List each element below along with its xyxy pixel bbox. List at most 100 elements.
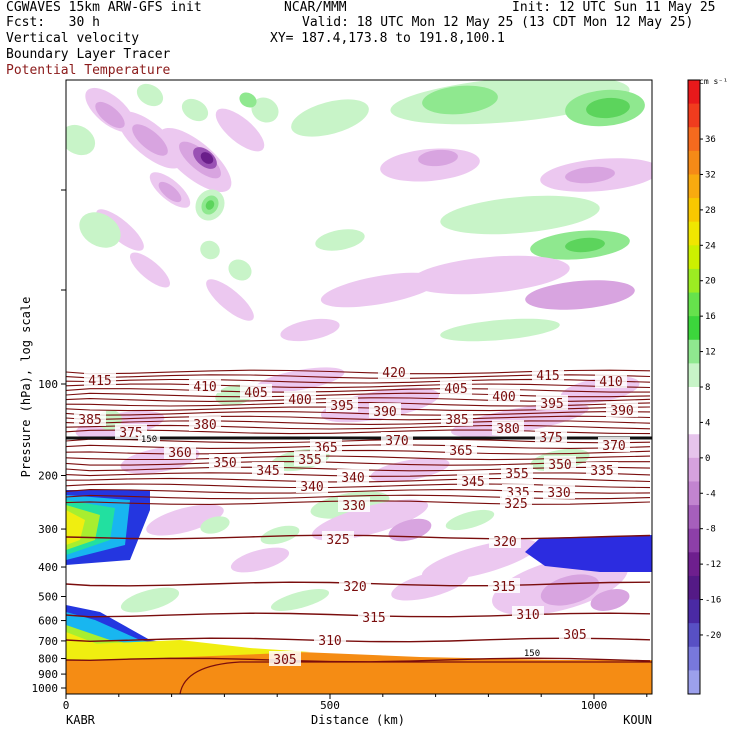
theta-label-bg <box>337 469 369 484</box>
colorbar-tick-label: 20 <box>705 277 716 287</box>
init-time: Init: 12 UTC Sun 11 May 25 <box>512 0 716 15</box>
theta-label-bg <box>512 606 544 621</box>
negative-w-region <box>311 499 429 541</box>
theta-label: 370 <box>385 434 408 449</box>
positive-w-region <box>200 516 230 534</box>
theta-label-bg <box>294 451 326 466</box>
theta-label-bg <box>240 384 272 399</box>
theta-label-bg <box>310 439 342 454</box>
theta-label: 310 <box>318 634 341 649</box>
colorbar-swatch <box>688 339 700 364</box>
theta-label-bg <box>500 495 532 510</box>
theta-label-bg <box>296 478 328 493</box>
theta-label: 315 <box>492 580 515 595</box>
negative-w-region <box>215 108 265 152</box>
theta-label: 400 <box>492 390 515 405</box>
theta-label-bg <box>440 380 472 395</box>
colorbar-swatch <box>688 670 700 695</box>
theta-label: 420 <box>382 366 405 381</box>
colorbar-tick-label: -16 <box>705 596 721 606</box>
positive-w-region <box>205 200 215 210</box>
theta-label: 350 <box>548 458 571 473</box>
colorbar-swatch <box>688 575 700 601</box>
x-tick-label: 500 <box>320 699 340 712</box>
y-tick-label: 300 <box>38 523 58 536</box>
positive-w-region <box>440 195 600 235</box>
positive-w-region <box>228 259 252 281</box>
y-tick-label: 400 <box>38 561 58 574</box>
theta-contour <box>66 383 651 389</box>
colorbar-swatch <box>688 363 700 388</box>
theta-contour <box>66 637 651 643</box>
theta-contour <box>66 420 651 425</box>
boundary-layer <box>66 660 652 694</box>
positive-w-region <box>565 237 605 253</box>
left-endpoint-label: KABR <box>66 713 96 727</box>
theta-label: 310 <box>516 608 539 623</box>
theta-label-bg <box>314 632 346 647</box>
theta-label-bg <box>381 432 413 447</box>
colorbar-swatch <box>688 221 700 246</box>
y-tick-label: 200 <box>38 470 58 483</box>
theta-label-bg <box>521 647 543 657</box>
theta-label-bg <box>606 402 638 417</box>
colorbar-tick-label: 16 <box>705 312 716 322</box>
theta-label-bg <box>489 533 521 548</box>
negative-w-region <box>280 318 340 342</box>
colorbar-swatch <box>688 599 700 624</box>
theta-label-bg <box>326 397 358 412</box>
theta-label: 345 <box>256 464 279 479</box>
theta-label: 150 <box>141 435 157 445</box>
theta-label: 410 <box>599 375 622 390</box>
xy-endpoints: XY= 187.4,173.8 to 191.8,100.1 <box>270 31 505 46</box>
theta-label-bg <box>339 578 371 593</box>
field-boundary-layer-tracer: Boundary Layer Tracer <box>6 47 171 62</box>
positive-w-region <box>291 99 369 137</box>
negative-w-region <box>206 279 254 321</box>
theta-contour <box>66 449 651 455</box>
negative-w-region <box>565 166 615 184</box>
theta-label-bg <box>544 456 576 471</box>
theta-label-bg <box>488 388 520 403</box>
y-tick-label: 600 <box>38 615 58 628</box>
positive-w-region <box>136 83 164 107</box>
y-tick-label: 700 <box>38 635 58 648</box>
colorbar-tick-label: -12 <box>705 560 721 570</box>
colorbar-swatch <box>688 174 700 199</box>
colorbar-tick-label: 0 <box>705 454 710 464</box>
colorbar-swatch <box>688 457 700 482</box>
y-tick-label: 500 <box>38 590 58 603</box>
theta-label: 365 <box>449 444 472 459</box>
negative-w-region <box>146 504 224 536</box>
positive-w-region <box>66 124 96 156</box>
theta-label: 325 <box>326 533 349 548</box>
theta-contour <box>66 415 651 421</box>
colorbar-tick-label: 28 <box>705 206 716 216</box>
theta-label-bg <box>358 609 390 624</box>
theta-label: 315 <box>362 611 385 626</box>
negative-w-region <box>388 518 432 542</box>
theta-label: 400 <box>288 393 311 408</box>
tracer-plume <box>66 510 85 545</box>
theta-label-bg <box>84 372 116 387</box>
theta-contour <box>66 388 650 393</box>
theta-contour <box>179 661 652 694</box>
colorbar-tick-label: 24 <box>705 241 716 251</box>
theta-label: 335 <box>590 464 613 479</box>
positive-w-region <box>239 92 257 108</box>
valid-time: Valid: 18 UTC Mon 12 May 25 (13 CDT Mon … <box>302 15 694 30</box>
negative-w-region <box>525 280 635 310</box>
theta-label-bg <box>532 367 564 382</box>
theta-label-bg <box>536 395 568 410</box>
theta-label: 345 <box>461 475 484 490</box>
negative-w-region <box>320 272 440 308</box>
theta-label-bg <box>543 484 575 499</box>
theta-label: 390 <box>373 405 396 420</box>
right-endpoint-label: KOUN <box>623 713 652 727</box>
negative-w-region <box>132 124 168 156</box>
positive-w-region <box>200 240 220 260</box>
negative-w-core <box>200 152 214 164</box>
theta-label: 405 <box>244 386 267 401</box>
positive-w-region <box>79 212 121 248</box>
